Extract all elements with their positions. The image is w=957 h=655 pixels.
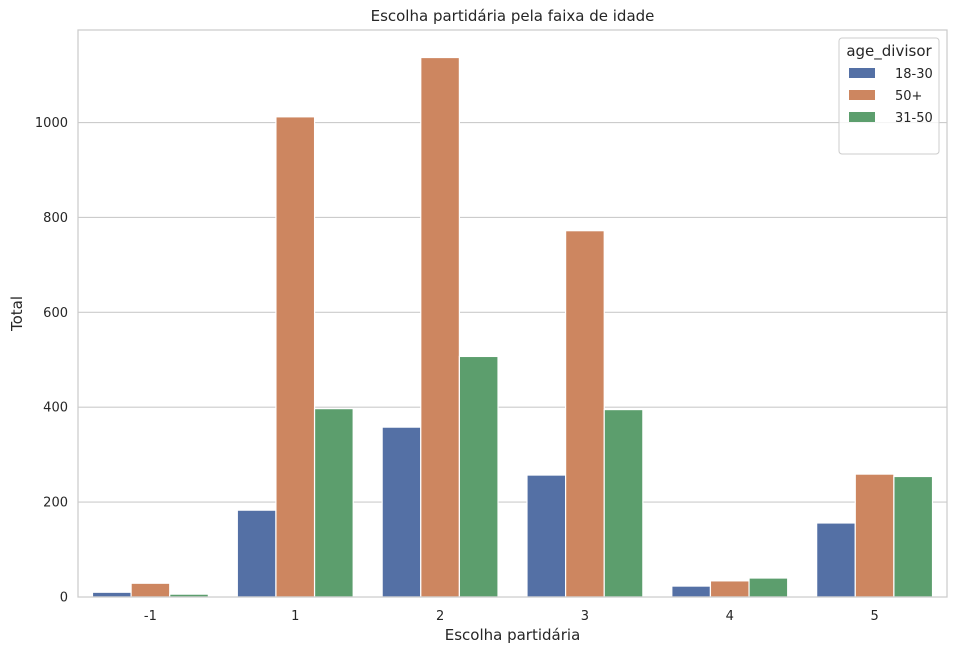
x-tick-label: 1 [291,609,299,624]
legend-swatch-31-50 [849,112,875,122]
legend-swatch-18-30 [849,68,875,78]
bar-50+-2 [420,56,460,598]
bar-50+--1 [130,582,171,598]
legend-label: 31-50 [895,111,933,126]
legend: age_divisor 18-30 50+ 31-50 [838,37,940,155]
bar-18-30-2 [381,426,422,598]
legend-label: 18-30 [895,67,933,82]
chart-title: Escolha partidária pela faixa de idade [371,7,655,25]
x-tick-labels: -1 1 2 3 4 5 [144,609,879,624]
x-tick-label: 3 [581,609,589,624]
y-tick-label: 0 [60,591,68,606]
bar-18-30-4 [671,585,712,598]
legend-label: 50+ [895,89,922,104]
bar-50+-1 [275,116,316,598]
bar-18-30--1 [91,591,132,598]
bar-31-50-5 [893,475,934,598]
y-tick-label: 800 [43,211,68,226]
bar-50+-3 [565,230,605,598]
y-tick-label: 400 [43,401,68,416]
bars [91,56,934,598]
legend-box [838,37,940,155]
bar-18-30-5 [816,522,856,598]
y-tick-labels: 0 200 400 600 800 1000 [35,116,68,605]
x-tick-label: 5 [870,609,878,624]
plot-frame [77,29,948,598]
y-axis-label: Total [8,296,26,332]
bar-50+-5 [854,473,895,598]
legend-swatch-50+ [849,90,875,100]
y-tick-label: 1000 [35,116,68,131]
y-tick-label: 200 [43,496,68,511]
bar-18-30-1 [236,509,277,598]
bar-31-50-1 [313,408,354,598]
y-tick-label: 600 [43,306,68,321]
bar-31-50-4 [748,577,789,598]
legend-title: age_divisor [846,42,932,61]
x-tick-label: -1 [144,609,157,624]
bar-31-50-2 [458,355,499,598]
bar-31-50-3 [603,408,644,598]
x-tick-label: 2 [436,609,444,624]
bar-50+-4 [709,580,750,598]
x-axis-label: Escolha partidária [445,626,581,644]
bar-18-30-3 [526,474,567,598]
x-tick-label: 4 [726,609,734,624]
